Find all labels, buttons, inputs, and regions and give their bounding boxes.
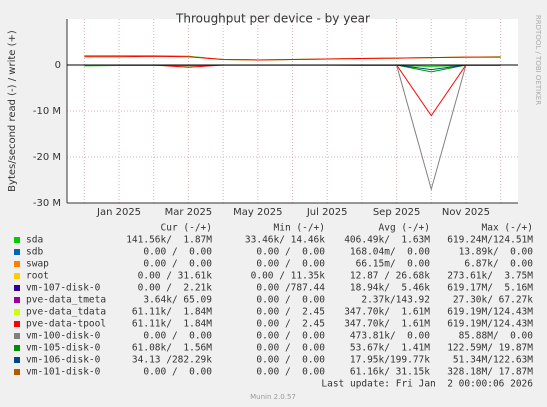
legend-stat: 0.00 / 0.00 [256,343,325,354]
legend-stat: 27.30k/ 67.27k [453,295,533,306]
legend-stat: 85.88M/ 0.00 [459,331,534,342]
legend-stat: 406.49k/ 1.63M [344,235,430,246]
legend-swatch [14,285,20,291]
x-tick-label: Mar 2025 [165,207,213,218]
legend-swatch [14,237,20,243]
legend-stat: 0.00 /787.44 [256,283,325,294]
legend-name: pve-data_tmeta [26,295,106,306]
legend-header: Avg (-/+) [379,223,430,234]
legend-stat: 61.11k/ 1.84M [132,307,212,318]
legend-stat: 3.64k/ 65.09 [143,295,212,306]
legend-stat: 328.18M/ 17.87M [447,367,533,378]
legend-stat: 0.00 / 11.35k [251,271,326,282]
legend-swatch [14,297,20,303]
legend-stat: 273.61k/ 3.75M [447,271,533,282]
legend-header: Cur (-/+) [161,223,212,234]
x-tick-label: Sep 2025 [373,207,420,218]
legend-stat: 619.19M/124.43M [447,307,533,318]
legend-name: sdb [26,247,43,258]
legend-stat: 0.00 / 2.45 [256,307,325,318]
legend-name: vm-106-disk-0 [26,355,101,366]
legend-header: Min (-/+) [274,223,325,234]
legend-stat: 141.56k/ 1.87M [126,235,212,246]
legend-stat: 347.70k/ 1.61M [344,319,430,330]
legend-name: pve-data_tdata [26,307,106,318]
legend-stat: 0.00 / 0.00 [256,355,325,366]
side-label: RRDTOOL / TOBI OETIKER [534,15,542,105]
legend-stat: 0.00 / 0.00 [256,247,325,258]
legend-swatch [14,309,20,315]
y-tick-label: -10 M [33,106,61,117]
legend-stat: 0.00 / 0.00 [143,247,212,258]
legend-stat: 347.70k/ 1.61M [344,307,430,318]
legend-swatch [14,273,20,279]
series-line [84,55,501,61]
legend-name: vm-107-disk-0 [26,283,101,294]
x-tick-label: Nov 2025 [442,207,490,218]
legend-swatch [14,261,20,267]
legend-stat: 122.59M/ 19.87M [447,343,533,354]
legend-stat: 0.00 / 0.00 [143,367,212,378]
legend-header: Max (-/+) [482,223,533,234]
legend-stat: 619.17M/ 5.16M [447,283,533,294]
legend-stat: 33.46k/ 14.46k [245,235,325,246]
legend-stat: 61.11k/ 1.84M [132,319,212,330]
legend-stat: 0.00 / 0.00 [256,295,325,306]
y-tick-label: -20 M [33,152,61,163]
legend-stat: 66.15m/ 0.00 [356,259,431,270]
footer: Munin 2.0.57 [250,393,296,401]
x-tick-label: Jul 2025 [306,207,348,218]
legend-stat: 2.37k/143.92 [361,295,430,306]
x-tick-label: Jan 2025 [96,207,141,218]
legend-swatch [14,369,20,375]
legend-stat: 61.16k/ 31.15k [350,367,430,378]
legend-stat: 0.00 / 0.00 [256,331,325,342]
legend-stat: 6.87k/ 0.00 [464,259,533,270]
legend-name: vm-105-disk-0 [26,343,101,354]
legend-stat: 53.67k/ 1.41M [350,343,430,354]
legend-stat: 34.13 /282.29k [132,355,212,366]
legend-swatch [14,357,20,363]
legend-swatch [14,249,20,255]
legend-stat: 0.00 / 0.00 [256,367,325,378]
legend-name: swap [26,259,49,270]
legend-stat: 0.00 / 2.45 [256,319,325,330]
legend-stat: 619.19M/124.43M [447,319,533,330]
legend-name: vm-101-disk-0 [26,367,101,378]
legend-stat: 17.95k/199.77k [350,355,430,366]
y-tick-label: 0 [55,60,61,71]
legend-name: pve-data-tpool [26,319,106,330]
legend-stat: 0.00 / 0.00 [256,259,325,270]
legend-swatch [14,333,20,339]
x-tick-label: May 2025 [233,207,282,218]
chart-title: Throughput per device - by year [175,12,370,26]
legend-stat: 51.34M/122.63M [453,355,533,366]
legend-swatch [14,321,20,327]
legend-swatch [14,345,20,351]
y-axis-label: Bytes/second read (-) / write (+) [7,30,18,192]
legend-stat: 61.08k/ 1.56M [132,343,212,354]
legend-name: sda [26,235,43,246]
legend-stat: 0.00 / 0.00 [143,331,212,342]
legend-stat: 0.00 / 31.61k [138,271,213,282]
last-update: Last update: Fri Jan 2 00:00:06 2026 [321,379,533,390]
y-tick-label: -30 M [33,198,61,209]
legend-stat: 619.24M/124.51M [447,235,533,246]
legend-stat: 168.04m/ 0.00 [350,247,430,258]
legend-name: root [26,271,49,282]
legend-stat: 0.00 / 0.00 [143,259,212,270]
legend-stat: 473.81k/ 0.00 [350,331,430,342]
legend-stat: 12.87 / 26.68k [350,271,430,282]
legend-name: vm-100-disk-0 [26,331,101,342]
legend-stat: 0.00 / 2.21k [138,283,213,294]
legend-stat: 18.94k/ 5.46k [350,283,430,294]
legend-stat: 13.89k/ 0.00 [459,247,534,258]
